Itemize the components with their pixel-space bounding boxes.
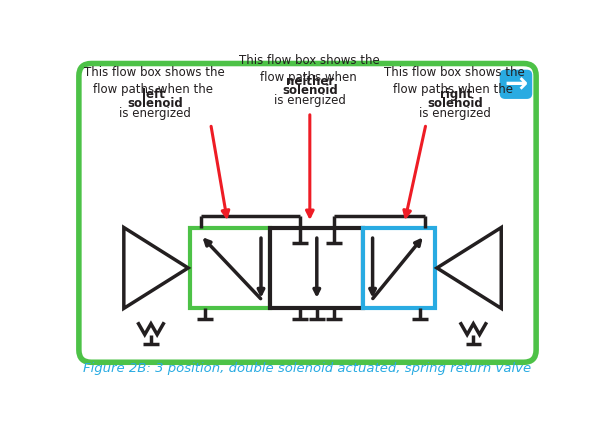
Text: This flow box shows the
flow paths when: This flow box shows the flow paths when: [239, 54, 380, 84]
Text: neither: neither: [286, 75, 334, 88]
FancyBboxPatch shape: [500, 70, 532, 99]
Text: is energized: is energized: [419, 107, 491, 120]
Bar: [364, 227, 436, 308]
FancyBboxPatch shape: [79, 64, 536, 362]
Text: Figure 2B: 3 position, double solenoid actuated, spring return valve: Figure 2B: 3 position, double solenoid a…: [83, 362, 532, 375]
Text: →: →: [505, 70, 527, 98]
Text: solenoid: solenoid: [427, 97, 482, 110]
Text: solenoid: solenoid: [127, 97, 182, 110]
Bar: [190, 227, 271, 308]
Text: left: left: [142, 88, 165, 101]
Text: This flow box shows the
flow paths when the: This flow box shows the flow paths when …: [85, 66, 225, 96]
Text: right: right: [440, 88, 472, 101]
Text: solenoid: solenoid: [282, 84, 338, 97]
Text: This flow box shows the
flow paths when the: This flow box shows the flow paths when …: [385, 66, 525, 96]
Text: is energized: is energized: [119, 107, 191, 120]
Text: is energized: is energized: [274, 94, 346, 107]
Bar: [271, 227, 364, 308]
